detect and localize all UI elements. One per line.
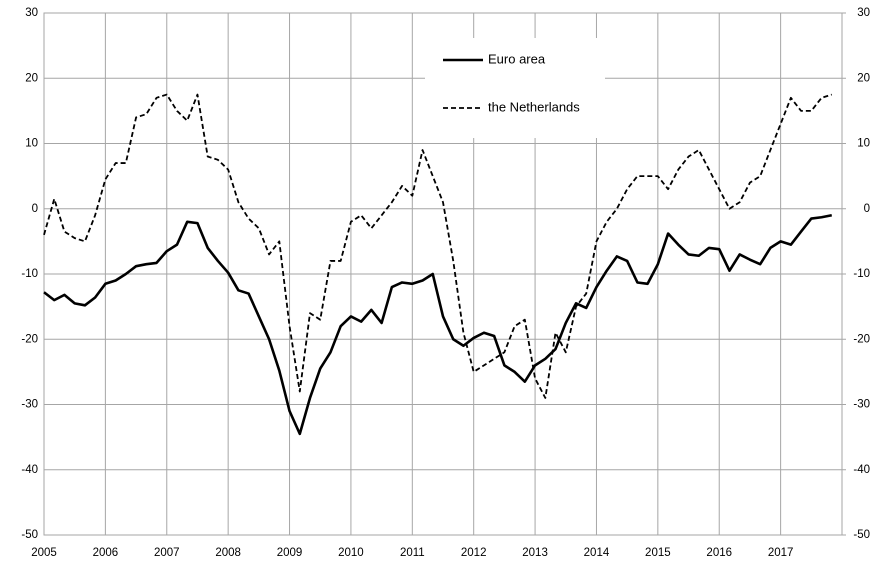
y-tick-label: -20 (21, 333, 38, 345)
x-tick-label: 2012 (461, 547, 487, 559)
y2-tick-label: 10 (857, 138, 870, 150)
x-tick-label: 2009 (277, 547, 303, 559)
y2-tick-label: -10 (853, 268, 870, 280)
y-tick-label: -40 (21, 464, 38, 476)
series-line (43, 213, 832, 436)
y2-tick-label: -40 (853, 464, 870, 476)
x-tick-label: 2013 (522, 547, 548, 559)
y-tick-label: -30 (21, 399, 38, 411)
y2-tick-label: 0 (864, 203, 870, 215)
y2-tick-label: 30 (857, 7, 870, 19)
x-tick-label: 2005 (31, 547, 57, 559)
legend-box (425, 38, 605, 138)
x-tick-label: 2014 (584, 547, 610, 559)
y-tick-label: -10 (21, 268, 38, 280)
y-tick-label: 20 (25, 72, 38, 84)
x-tick-label: 2006 (93, 547, 119, 559)
x-tick-label: 2015 (645, 547, 671, 559)
series-line (43, 93, 833, 399)
x-tick-label: 2007 (154, 547, 180, 559)
y-tick-label: 10 (25, 138, 38, 150)
plot-border (43, 12, 843, 536)
x-tick-label: 2017 (768, 547, 794, 559)
x-tick-label: 2011 (400, 547, 425, 559)
y2-tick-label: -50 (853, 529, 870, 541)
x-tick-label: 2010 (338, 547, 364, 559)
y-tick-label: 30 (25, 7, 38, 19)
y2-tick-label: -20 (853, 333, 870, 345)
x-tick-label: 2008 (215, 547, 241, 559)
y2-tick-label: -30 (853, 399, 870, 411)
legend-label: Euro area (488, 51, 546, 66)
x-tick-label: 2016 (706, 547, 732, 559)
legend-label: the Netherlands (488, 99, 580, 114)
y2-tick-label: 20 (857, 72, 870, 84)
y-tick-label: 0 (32, 203, 38, 215)
y-tick-label: -50 (21, 529, 38, 541)
